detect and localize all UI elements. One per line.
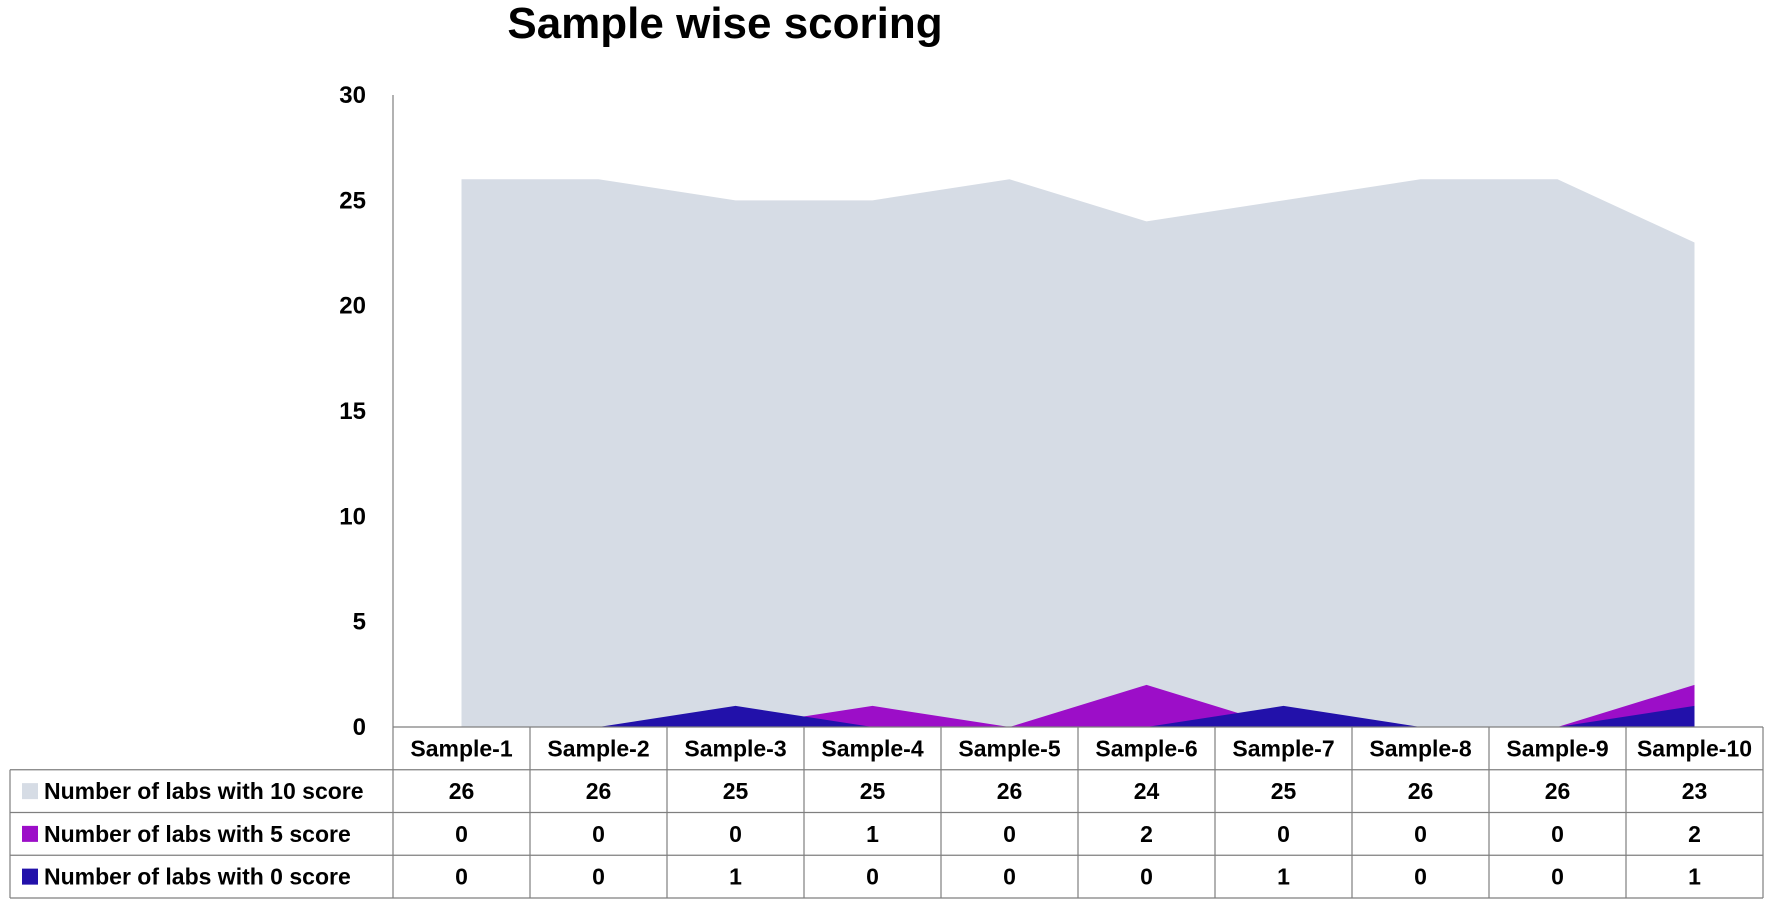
legend-label-series-2: Number of labs with 5 score — [44, 821, 351, 847]
data-label-value: 0 — [1140, 864, 1153, 890]
y-tick-label: 15 — [339, 398, 366, 425]
data-label-value: 26 — [997, 778, 1023, 804]
area-series-group — [461, 179, 1695, 727]
data-label-value: 26 — [586, 778, 612, 804]
data-label-value: 0 — [455, 821, 468, 847]
data-label-value: 0 — [1551, 864, 1564, 890]
legend-key-series-3 — [22, 868, 38, 885]
data-table: Sample-1 Sample-2 Sample-3 Sample-4 Sample-5… — [9, 726, 1764, 899]
data-label-value: 1 — [729, 864, 742, 890]
y-tick-label: 10 — [339, 503, 366, 530]
data-label-value: 0 — [455, 864, 468, 890]
x-category-label: Sample-1 — [410, 735, 512, 761]
data-label-value: 25 — [860, 778, 886, 804]
data-label-value: 0 — [1414, 821, 1427, 847]
data-label-value: 25 — [1271, 778, 1297, 804]
data-label-value: 1 — [1688, 864, 1701, 890]
y-tick-label: 0 — [353, 714, 366, 741]
data-label-value: 0 — [1414, 864, 1427, 890]
legend-label-series-3: Number of labs with 0 score — [44, 864, 351, 890]
x-category-label: Sample-5 — [958, 735, 1060, 761]
data-label-value: 0 — [592, 864, 605, 890]
data-label-value: 0 — [1003, 821, 1016, 847]
data-label-value: 1 — [1277, 864, 1290, 890]
data-label-value: 0 — [1277, 821, 1290, 847]
data-label-value: 0 — [729, 821, 742, 847]
area-series-3 — [461, 705, 1695, 727]
data-label-value: 25 — [723, 778, 749, 804]
y-tick-label: 20 — [339, 293, 366, 320]
x-category-label: Sample-3 — [684, 735, 786, 761]
data-label-value: 23 — [1682, 778, 1708, 804]
legend-label-series-1: Number of labs with 10 score — [44, 778, 364, 804]
chart-title: Sample wise scoring — [507, 0, 943, 48]
y-tick-label: 30 — [339, 82, 366, 109]
data-label-value: 26 — [1545, 778, 1571, 804]
axes-group: 0 5 10 15 20 25 30 — [339, 82, 394, 741]
data-label-value: 0 — [1003, 864, 1016, 890]
data-label-value: 0 — [1551, 821, 1564, 847]
x-category-label: Sample-2 — [547, 735, 649, 761]
x-category-label: Sample-4 — [821, 735, 923, 761]
legend-key-series-2 — [22, 825, 38, 842]
data-label-value: 24 — [1134, 778, 1160, 804]
data-label-value: 2 — [1140, 821, 1153, 847]
area-series-2 — [461, 684, 1695, 727]
x-category-label: Sample-8 — [1369, 735, 1471, 761]
data-label-value: 26 — [1408, 778, 1434, 804]
x-category-label: Sample-7 — [1232, 735, 1334, 761]
x-category-label: Sample-9 — [1506, 735, 1608, 761]
legend-key-series-1 — [22, 783, 38, 800]
data-label-value: 1 — [866, 821, 879, 847]
data-label-value: 2 — [1688, 821, 1701, 847]
data-label-value: 0 — [592, 821, 605, 847]
data-label-value: 0 — [866, 864, 879, 890]
y-tick-label: 25 — [339, 187, 366, 214]
x-category-label: Sample-10 — [1637, 735, 1752, 761]
area-series-1 — [461, 179, 1695, 727]
x-category-label: Sample-6 — [1095, 735, 1197, 761]
y-tick-label: 5 — [353, 609, 366, 636]
data-label-value: 26 — [449, 778, 475, 804]
